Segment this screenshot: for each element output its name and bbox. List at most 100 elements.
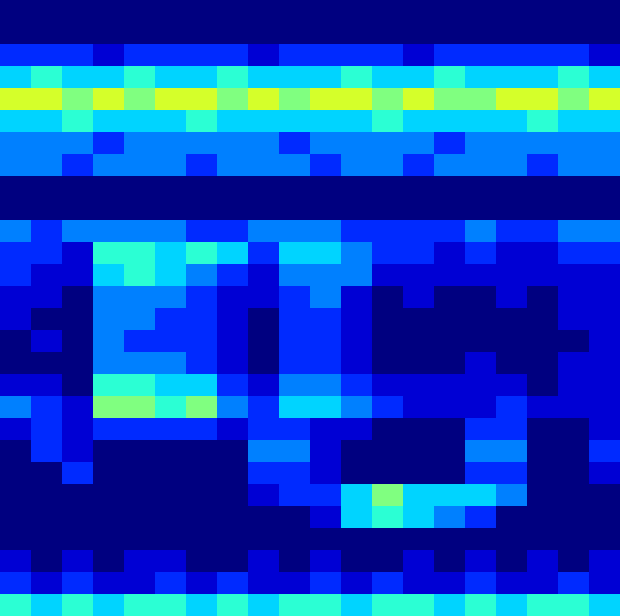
cell <box>155 198 187 221</box>
cell <box>217 594 249 616</box>
cell <box>217 88 249 111</box>
cell <box>310 242 342 265</box>
cell <box>558 198 590 221</box>
cell <box>0 330 32 353</box>
cell <box>372 462 404 485</box>
cell <box>217 462 249 485</box>
cell <box>62 110 94 133</box>
cell <box>186 154 218 177</box>
cell <box>279 110 311 133</box>
cell <box>279 264 311 287</box>
cell <box>186 0 218 23</box>
cell <box>248 308 280 331</box>
cell <box>527 22 559 45</box>
cell <box>62 154 94 177</box>
cell <box>279 22 311 45</box>
cell <box>31 506 63 529</box>
cell <box>0 22 32 45</box>
cell <box>341 286 373 309</box>
cell <box>403 374 435 397</box>
cell <box>93 374 125 397</box>
cell <box>217 396 249 419</box>
cell <box>93 418 125 441</box>
cell <box>434 220 466 243</box>
cell <box>186 440 218 463</box>
cell <box>310 110 342 133</box>
cell <box>62 88 94 111</box>
cell <box>589 594 620 616</box>
cell <box>589 44 620 67</box>
cell <box>589 330 620 353</box>
cell <box>248 396 280 419</box>
cell <box>279 594 311 616</box>
cell <box>341 308 373 331</box>
cell <box>496 110 528 133</box>
cell <box>403 594 435 616</box>
cell <box>465 198 497 221</box>
cell <box>93 462 125 485</box>
cell <box>372 242 404 265</box>
cell <box>31 550 63 573</box>
cell <box>93 352 125 375</box>
cell <box>217 220 249 243</box>
cell <box>372 396 404 419</box>
cell <box>465 220 497 243</box>
cell <box>186 242 218 265</box>
cell <box>558 132 590 155</box>
cell <box>465 264 497 287</box>
cell <box>155 176 187 199</box>
cell <box>155 220 187 243</box>
cell <box>62 330 94 353</box>
cell <box>124 462 156 485</box>
cell <box>527 0 559 23</box>
cell <box>31 286 63 309</box>
cell <box>403 242 435 265</box>
cell <box>527 462 559 485</box>
cell <box>465 286 497 309</box>
cell <box>248 44 280 67</box>
cell <box>465 484 497 507</box>
cell <box>248 528 280 551</box>
page: {"chart_data": {"type": "heatmap", "tick… <box>0 0 620 616</box>
cell <box>124 396 156 419</box>
cell <box>465 330 497 353</box>
cell <box>496 506 528 529</box>
cell <box>124 286 156 309</box>
cell <box>527 44 559 67</box>
cell <box>403 66 435 89</box>
cell <box>465 44 497 67</box>
cell <box>31 110 63 133</box>
cell <box>0 594 32 616</box>
cell <box>62 0 94 23</box>
cell <box>558 22 590 45</box>
cell <box>62 132 94 155</box>
cell <box>31 44 63 67</box>
cell <box>62 176 94 199</box>
cell <box>434 22 466 45</box>
cell <box>93 88 125 111</box>
cell <box>155 132 187 155</box>
cell <box>341 418 373 441</box>
cell <box>558 286 590 309</box>
cell <box>217 352 249 375</box>
cell <box>372 572 404 595</box>
cell <box>62 286 94 309</box>
cell <box>527 484 559 507</box>
cell <box>496 594 528 616</box>
cell <box>93 286 125 309</box>
cell <box>155 330 187 353</box>
cell <box>0 572 32 595</box>
cell <box>527 594 559 616</box>
cell <box>341 594 373 616</box>
cell <box>465 506 497 529</box>
cell <box>279 330 311 353</box>
cell <box>310 176 342 199</box>
cell <box>155 572 187 595</box>
cell <box>527 396 559 419</box>
cell <box>589 286 620 309</box>
cell <box>558 396 590 419</box>
cell <box>248 572 280 595</box>
cell <box>217 154 249 177</box>
cell <box>62 220 94 243</box>
cell <box>558 66 590 89</box>
